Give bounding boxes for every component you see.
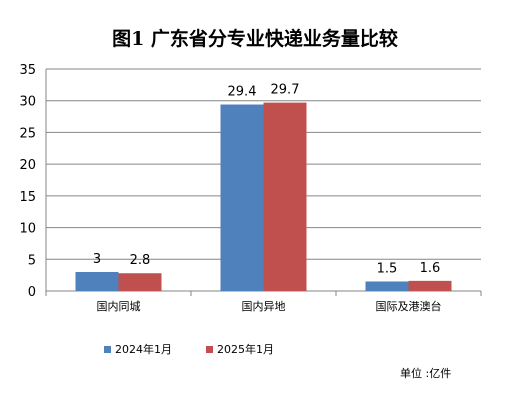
y-tick-label: 0 xyxy=(28,285,36,300)
data-label: 1.5 xyxy=(377,261,398,276)
chart-title: 图1 广东省分专业快递业务量比较 xyxy=(112,28,398,50)
y-tick-label: 5 xyxy=(28,253,36,268)
y-tick-label: 35 xyxy=(19,63,36,78)
legend-label-2024: 2024年1月 xyxy=(115,343,172,356)
y-tick-label: 20 xyxy=(19,158,36,173)
y-tick-label: 15 xyxy=(19,190,36,205)
bar xyxy=(408,280,452,291)
x-tick-label: 国内同城 xyxy=(97,299,141,313)
legend-swatch-2025 xyxy=(206,345,213,353)
data-label: 2.8 xyxy=(130,253,151,268)
y-tick-label: 30 xyxy=(19,95,36,110)
bar xyxy=(75,271,119,291)
bar xyxy=(118,273,162,291)
data-label: 29.7 xyxy=(271,83,300,98)
data-label: 3 xyxy=(93,252,101,267)
bar xyxy=(220,104,264,292)
x-tick-label: 国内异地 xyxy=(242,299,286,313)
bar xyxy=(263,102,307,291)
legend-label-2025: 2025年1月 xyxy=(217,343,274,356)
data-label: 29.4 xyxy=(228,85,257,100)
legend-item-2025: 2025年1月 xyxy=(206,341,274,357)
legend-item-2024: 2024年1月 xyxy=(104,341,172,357)
y-tick-label: 10 xyxy=(19,222,36,237)
bar xyxy=(365,281,409,291)
x-tick-label: 国际及港澳台 xyxy=(376,299,442,313)
legend-swatch-2024 xyxy=(104,345,111,353)
y-tick-label: 25 xyxy=(19,126,36,141)
unit-note: 单位 :亿件 xyxy=(400,367,452,380)
data-label: 1.6 xyxy=(420,261,441,276)
